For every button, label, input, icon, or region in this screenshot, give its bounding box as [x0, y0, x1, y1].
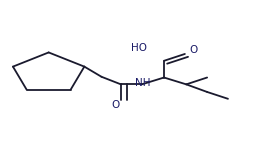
Text: O: O — [189, 45, 197, 55]
Text: O: O — [111, 100, 120, 110]
Text: HO: HO — [131, 43, 147, 53]
Text: NH: NH — [135, 78, 150, 88]
